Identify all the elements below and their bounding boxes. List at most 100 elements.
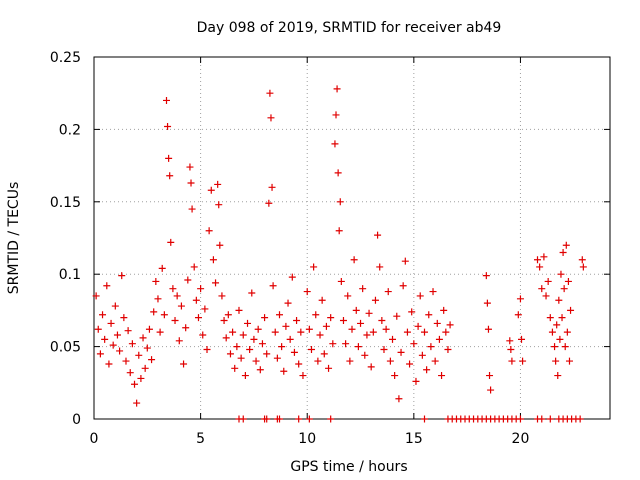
data-point: [273, 354, 281, 362]
data-point: [425, 311, 433, 319]
data-point: [555, 296, 563, 304]
data-point: [384, 288, 392, 296]
data-point: [536, 263, 544, 271]
data-point: [558, 314, 566, 322]
data-point: [391, 372, 399, 380]
data-point: [561, 343, 569, 351]
data-point: [269, 282, 277, 290]
data-point: [252, 357, 260, 365]
data-point: [116, 347, 124, 355]
y-tick-label: 0.15: [50, 195, 81, 211]
data-point: [542, 292, 550, 300]
data-point: [538, 415, 546, 423]
data-point: [209, 256, 217, 264]
data-point: [329, 340, 337, 348]
data-point: [556, 335, 564, 343]
data-point: [143, 344, 151, 352]
y-tick-label: 0.2: [59, 122, 81, 138]
data-point: [420, 328, 428, 336]
data-point: [548, 328, 556, 336]
data-point: [248, 289, 256, 297]
data-point: [280, 367, 288, 375]
data-point: [408, 308, 416, 316]
data-point: [371, 296, 379, 304]
data-point: [352, 306, 360, 314]
data-point: [205, 227, 213, 235]
y-tick-labels: 0 0.05 0.1 0.15 0.2 0.25: [50, 50, 81, 428]
data-point: [423, 366, 431, 374]
data-point: [175, 337, 183, 345]
data-point: [486, 372, 494, 380]
data-point: [137, 374, 145, 382]
data-point: [442, 328, 450, 336]
data-point: [212, 279, 220, 287]
data-point: [416, 292, 424, 300]
data-point: [399, 282, 407, 290]
grid-lines: [94, 57, 610, 419]
data-point: [335, 227, 343, 235]
data-point: [376, 263, 384, 271]
data-point: [564, 277, 572, 285]
data-point: [271, 328, 279, 336]
data-point: [429, 288, 437, 296]
data-point: [322, 322, 330, 330]
data-point: [444, 345, 452, 353]
data-point: [201, 305, 209, 313]
data-point: [107, 319, 115, 327]
data-point: [350, 256, 358, 264]
data-point: [158, 264, 166, 272]
data-point: [165, 154, 173, 162]
x-tick-label: 15: [405, 431, 423, 447]
data-point: [180, 360, 188, 368]
data-point: [166, 172, 174, 180]
data-point: [145, 325, 153, 333]
data-point: [516, 415, 524, 423]
data-point: [397, 348, 405, 356]
data-point: [576, 415, 584, 423]
data-point: [160, 311, 168, 319]
data-point: [410, 340, 418, 348]
data-point: [290, 348, 298, 356]
data-point: [293, 317, 301, 325]
data-point: [518, 335, 526, 343]
x-axis-label: GPS time / hours: [290, 459, 407, 475]
data-point: [514, 311, 522, 319]
data-point: [446, 321, 454, 329]
data-point: [126, 369, 134, 377]
data-point: [318, 296, 326, 304]
data-point: [354, 343, 362, 351]
data-point: [519, 357, 527, 365]
data-point: [266, 89, 274, 97]
data-point: [261, 314, 269, 322]
data-point: [122, 357, 130, 365]
data-point: [113, 331, 121, 339]
data-point: [295, 360, 303, 368]
data-point: [427, 343, 435, 351]
data-point: [346, 357, 354, 365]
data-point: [235, 306, 243, 314]
x-tick-label: 5: [196, 431, 205, 447]
data-point: [320, 350, 328, 358]
data-point: [109, 341, 117, 349]
data-point: [173, 292, 181, 300]
data-point: [299, 372, 307, 380]
data-point: [154, 295, 162, 303]
data-point: [484, 325, 492, 333]
data-point: [216, 241, 224, 249]
data-point: [389, 335, 397, 343]
data-point: [276, 415, 284, 423]
data-point: [361, 351, 369, 359]
data-point: [553, 321, 561, 329]
data-point: [420, 415, 428, 423]
y-axis-label: SRMTID / TECUs: [6, 182, 22, 295]
data-point: [203, 345, 211, 353]
data-point: [348, 325, 356, 333]
data-point: [435, 335, 443, 343]
data-point: [156, 328, 164, 336]
data-point: [111, 302, 119, 310]
data-point: [339, 317, 347, 325]
data-point: [380, 345, 388, 353]
data-point: [303, 288, 311, 296]
